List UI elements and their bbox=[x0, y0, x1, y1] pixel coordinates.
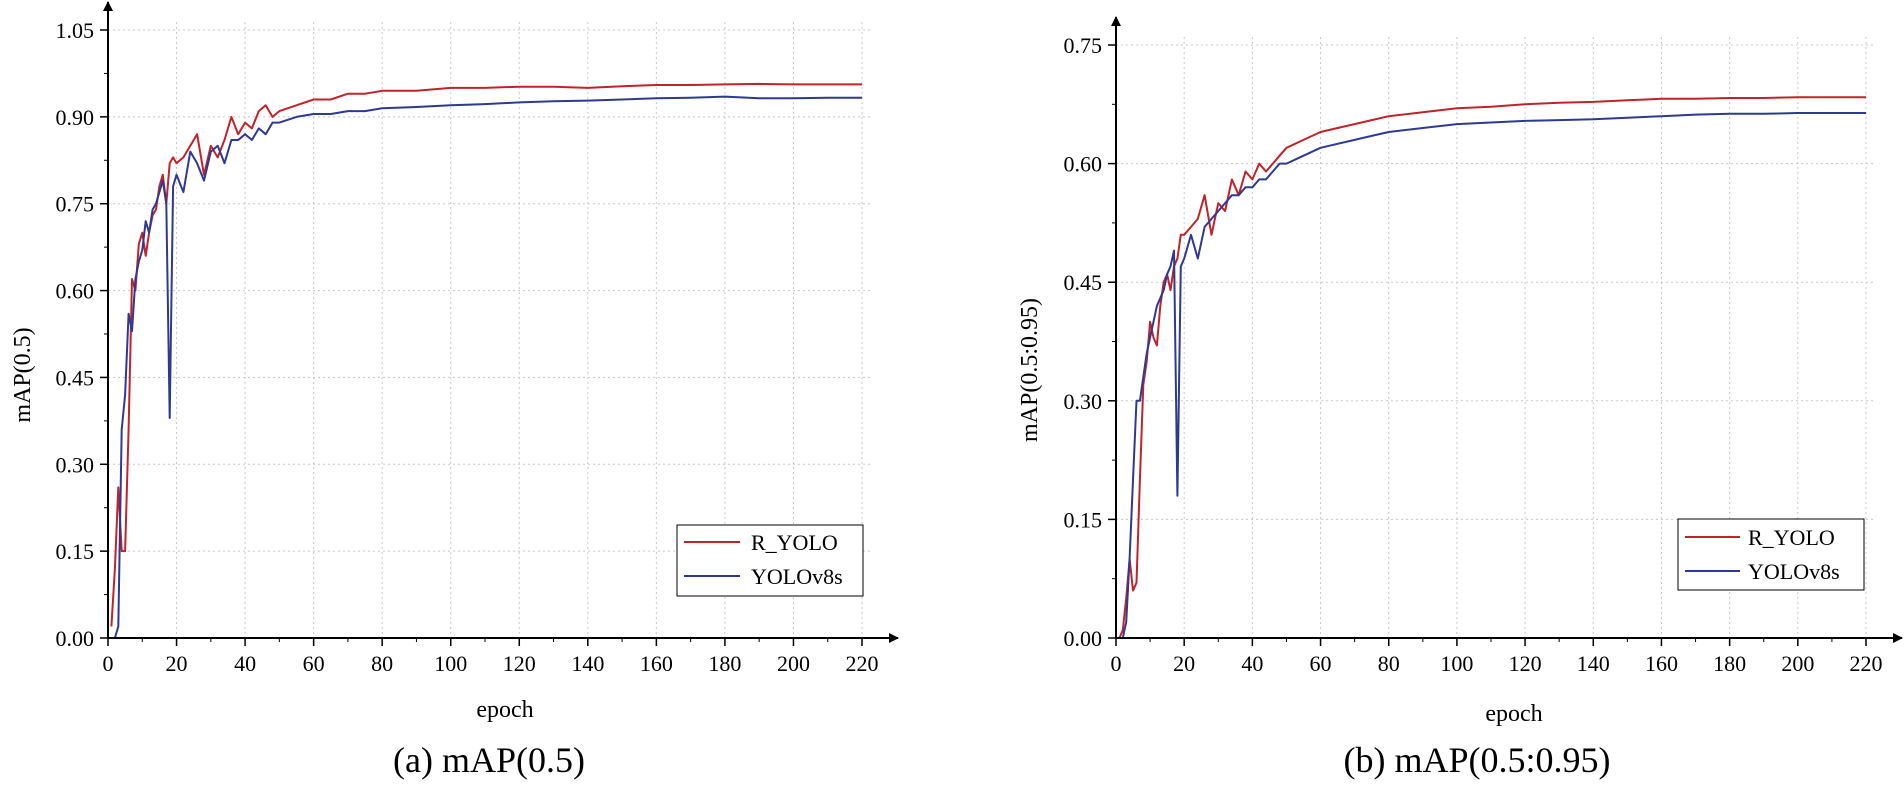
x-tick-label: 80 bbox=[1378, 651, 1400, 676]
y-tick-label: 1.05 bbox=[56, 18, 95, 43]
chart-map50: 0 20 40 60 80 100 120 140 160 180 200 220 0.00 0.15 0.… bbox=[10, 1, 899, 780]
x-tick-label: 60 bbox=[1310, 651, 1332, 676]
x-tick-label: 180 bbox=[708, 651, 741, 676]
x-tick-label: 120 bbox=[1509, 651, 1542, 676]
legend-label-r-yolo: R_YOLO bbox=[1748, 525, 1835, 550]
legend-label-yolov8s: YOLOv8s bbox=[751, 564, 843, 589]
y-tick-label: 0.15 bbox=[56, 539, 95, 564]
y-tick-label: 0.45 bbox=[56, 365, 95, 390]
chart-caption: (b) mAP(0.5:0.95) bbox=[1344, 740, 1611, 780]
series-line-yolov8s bbox=[111, 95, 862, 639]
x-tick-label: 120 bbox=[503, 651, 536, 676]
x-tick-label: 200 bbox=[1781, 651, 1814, 676]
x-tick-label: 100 bbox=[434, 651, 467, 676]
y-tick-label: 0.00 bbox=[56, 626, 95, 651]
series-line-yolov8s bbox=[1119, 112, 1866, 639]
y-tick-label: 0.75 bbox=[1064, 33, 1103, 58]
x-tick-label: 140 bbox=[1577, 651, 1610, 676]
y-tick-label: 0.75 bbox=[56, 192, 95, 217]
x-tick-label: 220 bbox=[1850, 651, 1883, 676]
y-tick-label: 0.00 bbox=[1064, 626, 1103, 651]
x-tick-label: 80 bbox=[371, 651, 393, 676]
x-tick-label: 20 bbox=[166, 651, 188, 676]
x-tick-label: 40 bbox=[234, 651, 256, 676]
x-tick-label: 220 bbox=[846, 651, 879, 676]
y-tick-label: 0.45 bbox=[1064, 270, 1103, 295]
y-tick-label: 0.30 bbox=[56, 452, 95, 477]
x-axis-title: epoch bbox=[476, 697, 533, 723]
x-tick-label: 160 bbox=[640, 651, 673, 676]
x-tick-label: 20 bbox=[1173, 651, 1195, 676]
x-tick-label: 160 bbox=[1645, 651, 1678, 676]
x-tick-label: 200 bbox=[777, 651, 810, 676]
x-tick-label: 0 bbox=[1111, 651, 1122, 676]
legend: R_YOLO YOLOv8s bbox=[676, 524, 864, 597]
y-tick-label: 0.60 bbox=[1064, 152, 1103, 177]
x-tick-label: 0 bbox=[103, 651, 114, 676]
legend-label-r-yolo: R_YOLO bbox=[751, 530, 838, 555]
y-axis-title: mAP(0.5) bbox=[10, 327, 36, 422]
chart-map50-95: 0 20 40 60 80 100 120 140 160 180 200 220 0.00 0.15 0.… bbox=[1017, 16, 1903, 780]
x-tick-label: 140 bbox=[571, 651, 604, 676]
x-tick-label: 60 bbox=[303, 651, 325, 676]
x-tick-label: 180 bbox=[1713, 651, 1746, 676]
y-tick-label: 0.15 bbox=[1064, 507, 1103, 532]
x-tick-label: 100 bbox=[1440, 651, 1473, 676]
legend-label-yolov8s: YOLOv8s bbox=[1748, 559, 1840, 584]
y-tick-label: 0.30 bbox=[1064, 389, 1103, 414]
legend-box bbox=[1677, 518, 1865, 591]
x-axis-title: epoch bbox=[1485, 701, 1542, 727]
y-tick-label: 0.60 bbox=[56, 279, 95, 304]
y-axis-title: mAP(0.5:0.95) bbox=[1017, 298, 1043, 442]
chart-caption: (a) mAP(0.5) bbox=[393, 740, 585, 780]
x-tick-label: 40 bbox=[1241, 651, 1263, 676]
y-tick-label: 0.90 bbox=[56, 105, 95, 130]
legend-box bbox=[676, 524, 864, 597]
series-line-r-yolo bbox=[110, 82, 862, 627]
legend: R_YOLO YOLOv8s bbox=[1677, 518, 1865, 591]
